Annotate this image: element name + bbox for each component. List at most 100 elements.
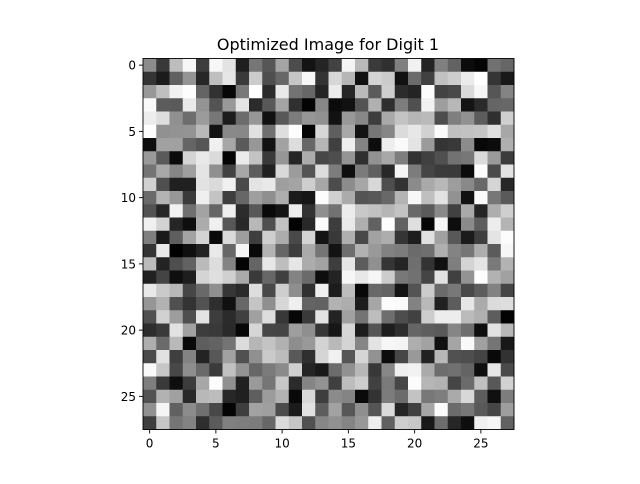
heatmap-cell xyxy=(328,270,343,285)
heatmap-cell xyxy=(249,151,263,165)
heatmap-cell xyxy=(209,191,223,205)
heatmap-cell xyxy=(275,376,290,391)
heatmap-cell xyxy=(302,230,316,245)
heatmap-cell xyxy=(235,177,250,192)
heatmap-cell xyxy=(434,310,449,324)
heatmap-cell xyxy=(288,403,303,417)
heatmap-cell xyxy=(235,350,250,364)
heatmap-cell xyxy=(341,350,356,364)
heatmap-cell xyxy=(368,164,382,179)
heatmap-cell xyxy=(500,217,515,232)
heatmap-cell xyxy=(328,230,343,245)
heatmap-cell xyxy=(381,270,396,285)
heatmap-cell xyxy=(341,164,356,179)
heatmap-cell xyxy=(355,283,369,298)
heatmap-cell xyxy=(394,138,409,152)
heatmap-cell xyxy=(302,376,316,391)
heatmap-cell xyxy=(408,283,422,298)
heatmap-cell xyxy=(408,191,422,205)
heatmap-cell xyxy=(447,310,462,324)
heatmap-cell xyxy=(143,270,157,285)
heatmap-cell xyxy=(249,336,263,351)
heatmap-cell xyxy=(434,350,449,364)
heatmap-cell xyxy=(262,204,276,218)
heatmap-cell xyxy=(143,376,157,391)
plot-frame xyxy=(142,58,515,430)
heatmap-cell xyxy=(288,98,303,112)
heatmap-cell xyxy=(222,85,237,99)
heatmap-cell xyxy=(196,310,210,324)
heatmap-cell xyxy=(275,71,290,86)
heatmap-cell xyxy=(341,310,356,324)
heatmap-cell xyxy=(421,191,435,205)
heatmap-cell xyxy=(182,230,197,245)
heatmap-cell xyxy=(328,111,343,126)
heatmap-cell xyxy=(355,350,369,364)
heatmap-cell xyxy=(315,323,329,338)
heatmap-cell xyxy=(156,164,170,179)
heatmap-cell xyxy=(328,177,343,192)
heatmap-cell xyxy=(368,124,382,139)
heatmap-cell xyxy=(262,270,276,285)
heatmap-cell xyxy=(196,164,210,179)
heatmap-cell xyxy=(169,191,184,205)
heatmap-cell xyxy=(315,403,329,417)
heatmap-cell xyxy=(355,98,369,112)
heatmap-cell xyxy=(381,244,396,258)
heatmap-cell xyxy=(143,230,157,245)
heatmap-cell xyxy=(328,217,343,232)
heatmap-cell xyxy=(368,416,382,430)
heatmap-cell xyxy=(222,124,237,139)
heatmap-cell xyxy=(328,244,343,258)
heatmap-cell xyxy=(302,58,316,73)
heatmap-cell xyxy=(355,85,369,99)
heatmap-cell xyxy=(408,336,422,351)
heatmap-cell xyxy=(262,244,276,258)
heatmap-cell xyxy=(328,191,343,205)
heatmap-cell xyxy=(341,217,356,232)
heatmap-cell xyxy=(368,376,382,391)
heatmap-cell xyxy=(355,297,369,311)
heatmap-cell xyxy=(143,164,157,179)
heatmap-cell xyxy=(222,283,237,298)
heatmap-cell xyxy=(249,204,263,218)
heatmap-cell xyxy=(328,124,343,139)
heatmap-cell xyxy=(288,177,303,192)
heatmap-cell xyxy=(209,323,223,338)
heatmap-cell xyxy=(487,151,502,165)
heatmap-cell xyxy=(156,204,170,218)
heatmap-cell xyxy=(196,58,210,73)
heatmap-cell xyxy=(302,336,316,351)
heatmap-cell xyxy=(302,71,316,86)
heatmap-cell xyxy=(461,270,475,285)
heatmap-cell xyxy=(302,138,316,152)
heatmap-cell xyxy=(235,323,250,338)
heatmap-cell xyxy=(461,111,475,126)
heatmap-cell xyxy=(275,58,290,73)
heatmap-cell xyxy=(182,191,197,205)
heatmap-cell xyxy=(355,270,369,285)
heatmap-cell xyxy=(275,297,290,311)
heatmap-cell xyxy=(421,257,435,271)
heatmap-cell xyxy=(500,297,515,311)
heatmap-cell xyxy=(275,204,290,218)
heatmap-cell xyxy=(447,204,462,218)
heatmap-cell xyxy=(394,416,409,430)
heatmap-cell xyxy=(275,164,290,179)
heatmap-cell xyxy=(500,376,515,391)
heatmap-cell xyxy=(275,85,290,99)
heatmap-cell xyxy=(487,138,502,152)
heatmap-cell xyxy=(368,323,382,338)
heatmap-cell xyxy=(434,138,449,152)
heatmap-cell xyxy=(421,217,435,232)
heatmap-cell xyxy=(182,164,197,179)
heatmap-cell xyxy=(408,138,422,152)
heatmap-cell xyxy=(408,217,422,232)
heatmap-cell xyxy=(328,310,343,324)
heatmap-cell xyxy=(302,257,316,271)
heatmap-cell xyxy=(421,244,435,258)
heatmap-cell xyxy=(434,85,449,99)
heatmap-cell xyxy=(143,363,157,377)
heatmap-cell xyxy=(222,363,237,377)
